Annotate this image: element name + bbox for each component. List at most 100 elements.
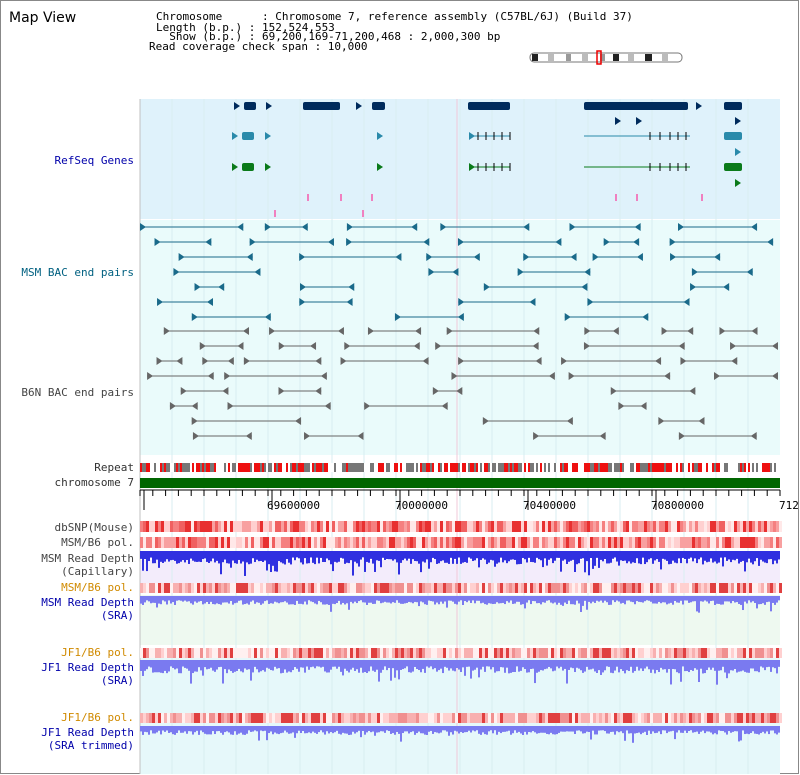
track-label-msm-b6-pol-2[interactable]: MSM/B6 pol. [61,581,134,594]
depth-bar [222,551,224,563]
track-label-jf1-b6-pol-2[interactable]: JF1/B6 pol. [61,711,134,724]
heat-cell [776,583,779,593]
depth-bar [188,551,190,564]
heat-cell [509,537,512,548]
depth-bar [656,726,658,733]
heat-cell [203,583,206,593]
depth-bar [338,660,340,667]
depth-bar [624,660,626,674]
track-label-msm-depth-capillary[interactable]: MSM Read Depth (Capillary) [41,552,134,578]
repeat-mark [588,463,590,472]
depth-bar [542,551,544,568]
depth-bar [186,551,188,560]
depth-bar [602,551,604,562]
bac-end-marker [249,238,256,246]
repeat-mark [178,463,180,472]
repeat-mark [682,463,684,472]
track-label-dbsnp[interactable]: dbSNP(Mouse) [54,521,134,534]
track-label-refseq[interactable]: RefSeq Genes [54,154,134,167]
chromosome-info: Chromosome : Chromosome 7, reference ass… [156,10,633,23]
depth-bar [400,596,402,604]
heat-cell [338,713,341,723]
bac-end-marker [237,223,244,231]
depth-bar [626,551,628,564]
heat-cell [674,648,677,658]
depth-bar [210,551,212,562]
repeat-mark [274,463,276,472]
heat-cell [548,521,551,532]
depth-bar [320,596,322,603]
track-label-jf1-depth-sra[interactable]: JF1 Read Depth (SRA) [41,661,134,687]
depth-bar [430,660,432,667]
depth-bar [674,726,676,740]
heat-cell [746,713,749,723]
depth-bar [582,660,584,673]
heat-cell [584,537,587,548]
depth-bar [312,551,314,563]
depth-bar [398,726,400,734]
depth-bar [724,596,726,602]
heat-cell [581,648,584,658]
coverage-span-info: Read coverage check span : 10,000 [149,40,368,53]
track-label-b6n-bac[interactable]: B6N BAC end pairs [21,386,134,399]
repeat-mark [490,463,492,472]
heat-cell [398,583,401,593]
depth-bar [536,596,538,604]
track-label-msm-bac[interactable]: MSM BAC end pairs [21,266,134,279]
heat-cell [362,713,365,723]
track-label-jf1-b6-pol-1[interactable]: JF1/B6 pol. [61,646,134,659]
depth-bar [756,551,758,559]
heat-cell [152,583,155,593]
heat-cell [416,648,419,658]
heat-cell [206,583,209,593]
depth-bar [374,726,376,736]
heat-cell [446,583,449,593]
depth-bar [240,660,242,672]
repeat-mark [534,463,536,472]
track-label-msm-b6-pol-1[interactable]: MSM/B6 pol. [61,536,134,549]
heat-cell [236,537,239,548]
gene-feature [266,102,272,110]
repeat-mark [414,463,416,472]
bac-end-marker [206,298,213,306]
depth-bar [646,551,648,563]
depth-bar [734,726,736,732]
repeat-mark [546,463,548,472]
depth-bar [630,726,632,734]
depth-bar [480,660,482,670]
depth-bar [244,660,246,669]
depth-bar [666,596,668,605]
bac-end-marker [533,327,540,335]
depth-bar [600,660,602,675]
depth-bar [426,596,428,605]
depth-bar [440,596,442,602]
depth-bar [482,551,484,559]
depth-bar [406,726,408,732]
depth-bar [582,726,584,734]
depth-bar [558,660,560,669]
bac-end-marker [320,372,327,380]
depth-bar [270,596,272,604]
repeat-mark [472,463,474,472]
heat-cell [680,583,683,593]
depth-bar [384,726,386,733]
heat-cell [425,713,428,723]
heat-cell [704,521,707,532]
depth-bar [384,551,386,560]
heat-cell [401,713,404,723]
repeat-mark [688,463,690,472]
repeat-mark [678,463,680,472]
depth-bar [628,551,630,562]
depth-bar [140,660,142,671]
depth-bar [548,596,550,601]
heat-cell [629,648,632,658]
track-label-msm-depth-sra[interactable]: MSM Read Depth (SRA) [41,596,134,622]
heat-cell [143,648,146,658]
heat-cell [191,521,194,532]
depth-bar [594,660,596,672]
repeat-mark [694,463,696,472]
depth-bar [286,726,288,733]
depth-bar [378,551,380,561]
track-label-jf1-depth-trimmed[interactable]: JF1 Read Depth (SRA trimmed) [41,726,134,752]
